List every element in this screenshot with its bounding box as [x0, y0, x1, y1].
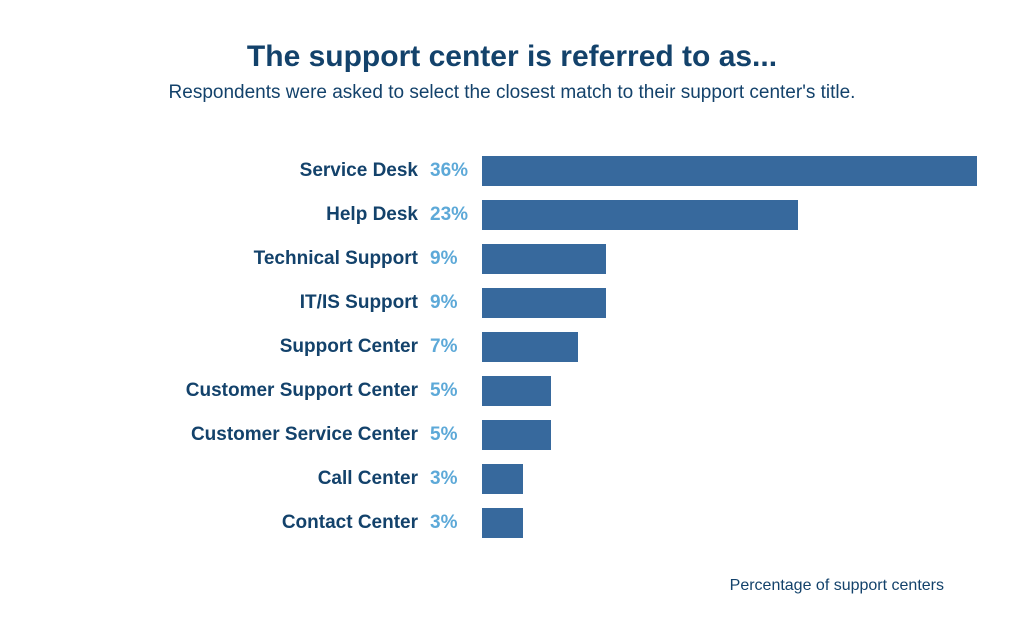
bar-label: Call Center [170, 468, 430, 490]
chart-body: Service Desk36%Help Desk23%Technical Sup… [60, 149, 964, 545]
bar-row: Customer Service Center5% [170, 413, 964, 457]
bar-row: Help Desk23% [170, 193, 964, 237]
bar [482, 200, 798, 230]
bar-label: Customer Service Center [170, 424, 430, 446]
bar-value: 5% [430, 380, 482, 402]
bar-row: Customer Support Center5% [170, 369, 964, 413]
axis-label: Percentage of support centers [730, 577, 944, 595]
bar-label: Contact Center [170, 512, 430, 534]
bar-wrap [482, 332, 964, 362]
bar-row: Call Center3% [170, 457, 964, 501]
bar [482, 288, 606, 318]
bar-label: Support Center [170, 336, 430, 358]
bar-value: 36% [430, 160, 482, 182]
bar-label: IT/IS Support [170, 292, 430, 314]
bar-value: 7% [430, 336, 482, 358]
bar-label: Service Desk [170, 160, 430, 182]
bar [482, 156, 977, 186]
chart-subtitle: Respondents were asked to select the clo… [60, 82, 964, 104]
bar-row: Support Center7% [170, 325, 964, 369]
bar-label: Technical Support [170, 248, 430, 270]
bar-row: Technical Support9% [170, 237, 964, 281]
bar [482, 464, 523, 494]
bar-row: IT/IS Support9% [170, 281, 964, 325]
bar-value: 9% [430, 248, 482, 270]
bar [482, 244, 606, 274]
bar-wrap [482, 376, 964, 406]
bar-wrap [482, 244, 964, 274]
bar-wrap [482, 508, 964, 538]
bar-wrap [482, 464, 964, 494]
bar-value: 5% [430, 424, 482, 446]
bar-value: 23% [430, 204, 482, 226]
bar-row: Service Desk36% [170, 149, 964, 193]
bar [482, 508, 523, 538]
bar-wrap [482, 200, 964, 230]
bar [482, 332, 578, 362]
bar-row: Contact Center3% [170, 501, 964, 545]
bar-value: 9% [430, 292, 482, 314]
bar-wrap [482, 288, 964, 318]
bar [482, 376, 551, 406]
bar-value: 3% [430, 468, 482, 490]
bar-wrap [482, 156, 977, 186]
chart-container: The support center is referred to as... … [0, 0, 1024, 575]
chart-title: The support center is referred to as... [60, 40, 964, 74]
bar-value: 3% [430, 512, 482, 534]
bar-label: Help Desk [170, 204, 430, 226]
bar [482, 420, 551, 450]
bar-wrap [482, 420, 964, 450]
bar-label: Customer Support Center [170, 380, 430, 402]
